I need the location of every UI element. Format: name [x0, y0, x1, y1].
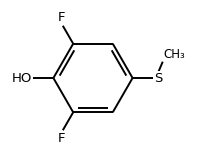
- Text: CH₃: CH₃: [164, 48, 185, 61]
- Text: F: F: [58, 11, 66, 24]
- Text: F: F: [58, 132, 66, 145]
- Text: HO: HO: [11, 71, 32, 85]
- Text: S: S: [154, 71, 163, 85]
